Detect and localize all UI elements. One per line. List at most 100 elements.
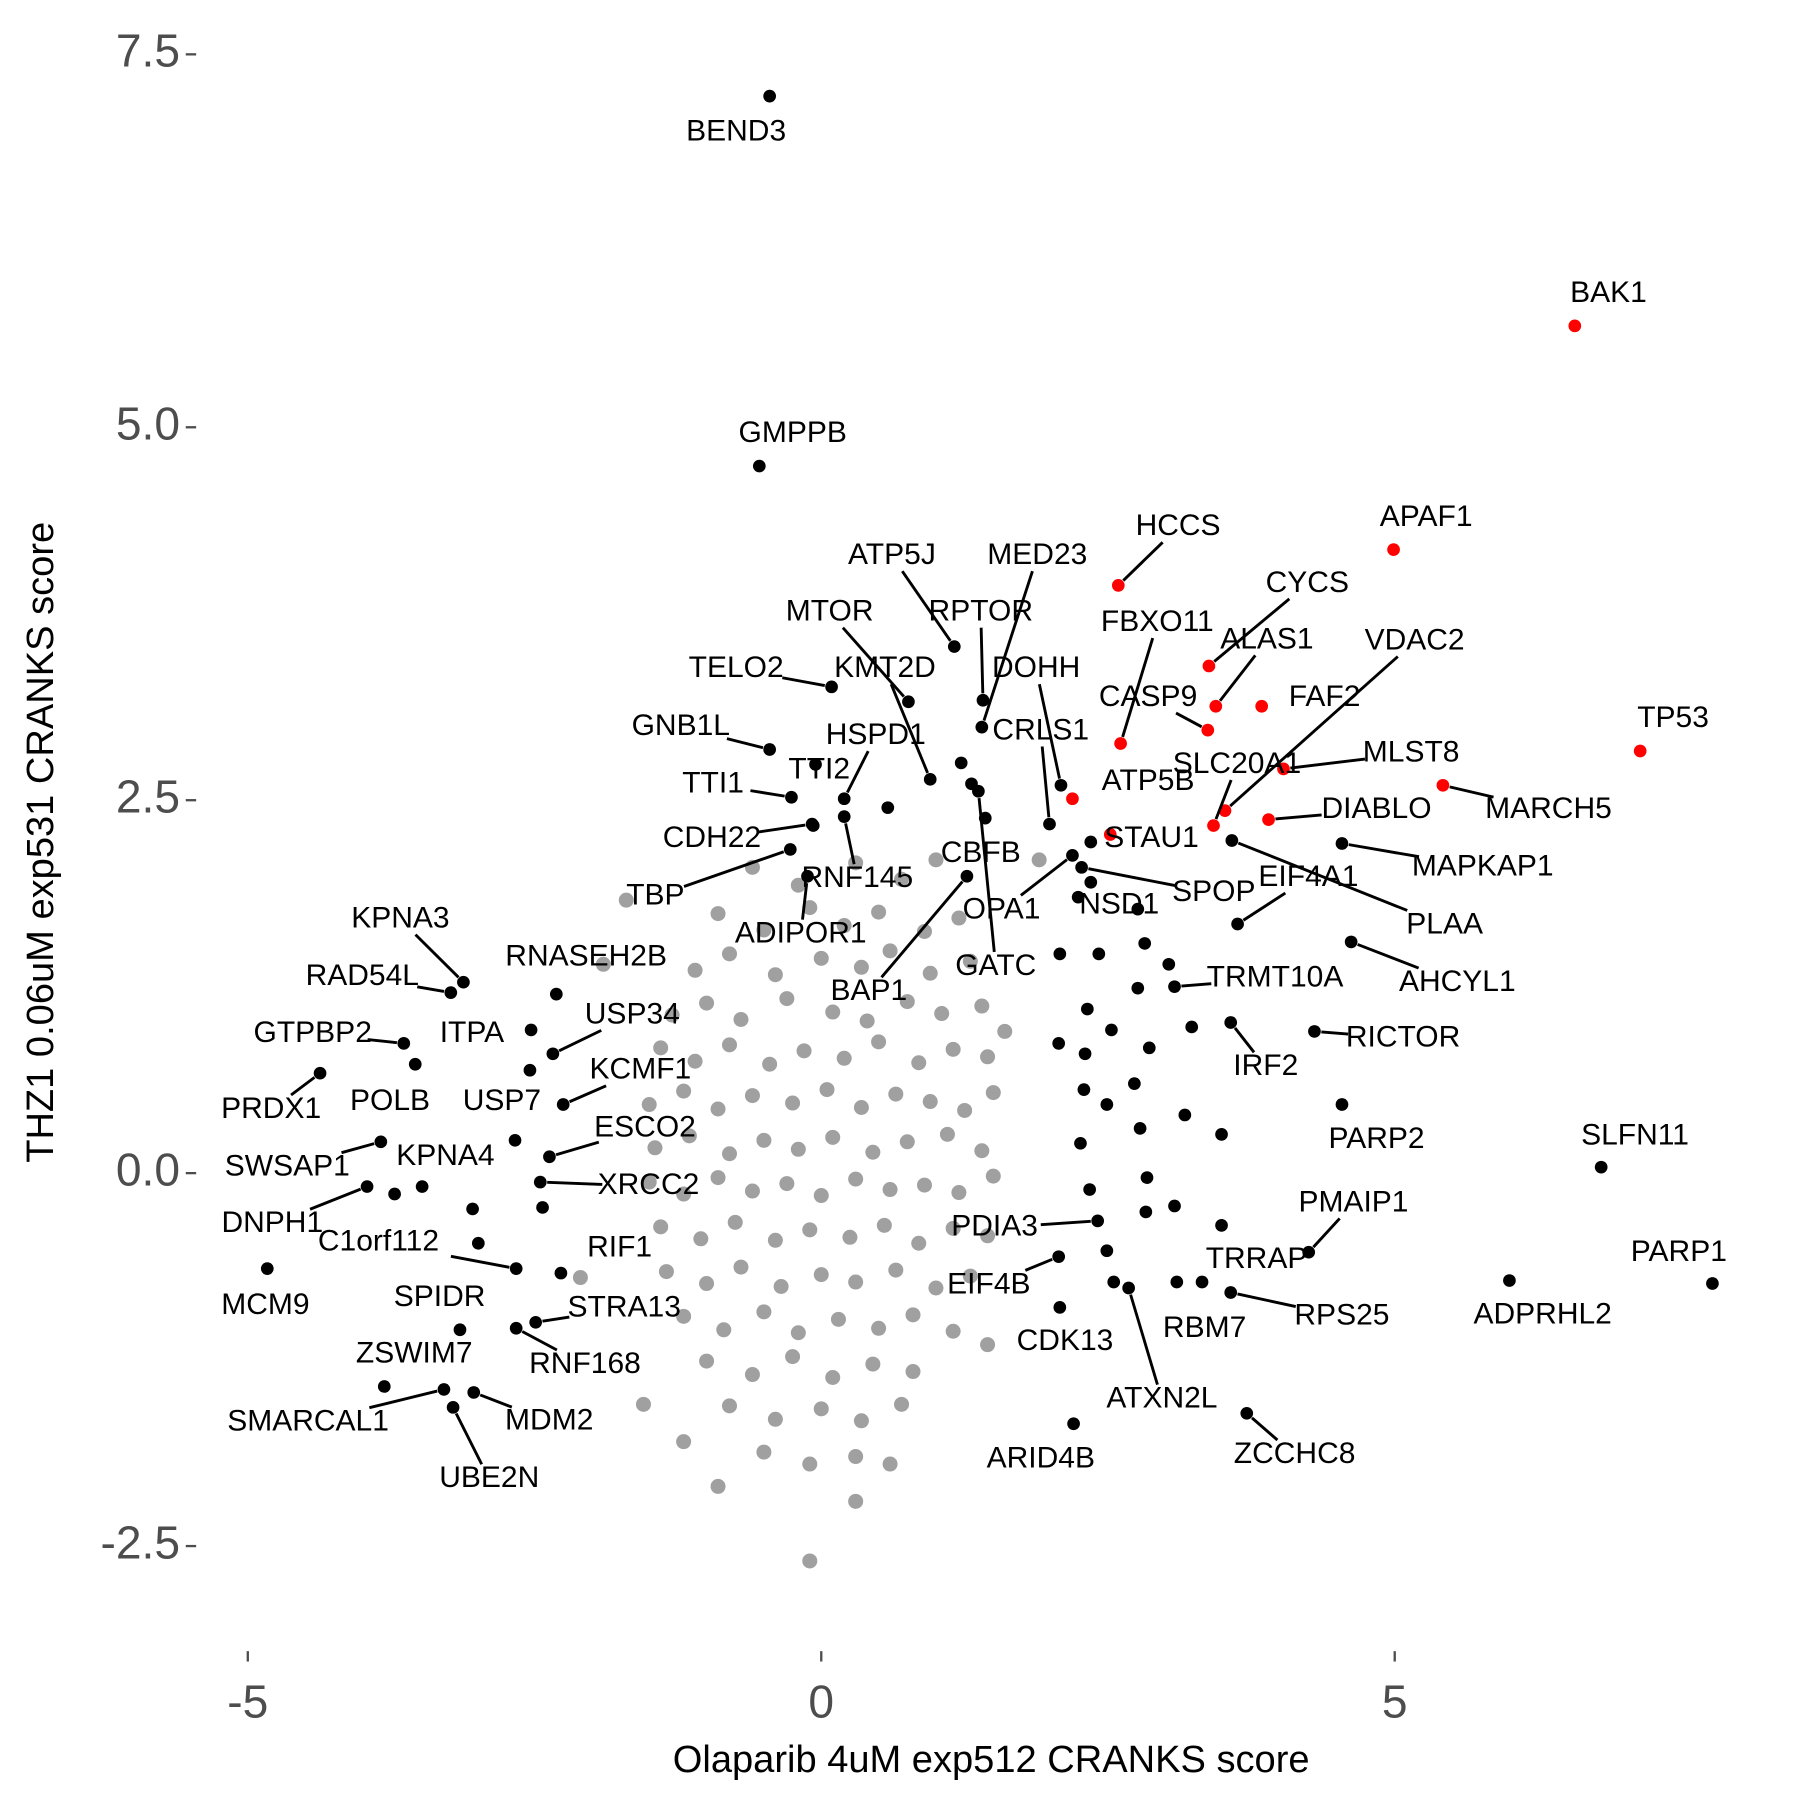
point xyxy=(934,1006,950,1022)
point xyxy=(962,1268,978,1284)
point xyxy=(1224,1286,1238,1299)
point xyxy=(1224,1016,1238,1029)
point-label: TRMT10A xyxy=(1207,960,1344,993)
point xyxy=(785,790,798,804)
point xyxy=(763,89,776,103)
point xyxy=(945,1220,961,1236)
point xyxy=(722,946,738,962)
point xyxy=(1568,319,1582,333)
leader-line xyxy=(1129,1294,1159,1386)
point xyxy=(408,1057,422,1071)
point xyxy=(1131,902,1145,916)
point-label: ATXN2L xyxy=(1106,1382,1217,1415)
leader-line xyxy=(1312,1217,1341,1249)
point xyxy=(1111,579,1125,592)
point xyxy=(1084,835,1098,849)
point xyxy=(911,1055,927,1071)
point xyxy=(848,1274,864,1290)
point xyxy=(457,975,470,989)
point xyxy=(1302,1245,1316,1259)
point xyxy=(756,922,772,938)
point xyxy=(825,1129,841,1145)
leader-line xyxy=(683,850,785,888)
point xyxy=(693,1231,709,1247)
point-label: ITPA xyxy=(440,1016,504,1049)
point-label: TRRAP xyxy=(1206,1242,1308,1275)
point xyxy=(911,1235,927,1251)
point xyxy=(1114,737,1127,750)
leader-line xyxy=(841,626,905,698)
point xyxy=(543,1150,556,1164)
point xyxy=(1387,543,1400,556)
point xyxy=(928,852,944,868)
point-label: SWSAP1 xyxy=(225,1150,350,1183)
point xyxy=(825,680,838,694)
point-label: RNF145 xyxy=(801,861,913,894)
point xyxy=(1140,1171,1154,1184)
point xyxy=(1170,1275,1184,1289)
point xyxy=(871,1034,887,1050)
point xyxy=(397,1037,411,1050)
point xyxy=(756,1304,772,1320)
point-label: MARCH5 xyxy=(1485,792,1612,825)
x-tick-label: 0 xyxy=(808,1676,834,1728)
leader-line xyxy=(1213,597,1291,663)
point xyxy=(641,1097,657,1113)
leader-line xyxy=(1237,1292,1297,1308)
point xyxy=(894,871,910,887)
point xyxy=(1503,1274,1516,1287)
point-label: HCCS xyxy=(1136,509,1221,542)
point xyxy=(1054,778,1068,792)
point xyxy=(733,1011,749,1027)
point xyxy=(830,1311,846,1327)
point xyxy=(1067,1417,1080,1431)
leader-line xyxy=(454,1412,483,1465)
leader-line xyxy=(1037,683,1061,779)
point xyxy=(1074,1136,1087,1150)
point xyxy=(779,1176,795,1192)
point xyxy=(471,1236,485,1250)
point-label: PARP2 xyxy=(1328,1122,1424,1155)
point xyxy=(529,1315,543,1329)
point xyxy=(524,1023,538,1037)
y-tick-label: 0.0 xyxy=(116,1143,180,1195)
point xyxy=(1277,762,1290,776)
point xyxy=(1071,890,1085,904)
leader-line xyxy=(1088,867,1177,888)
point xyxy=(767,967,783,983)
point xyxy=(1066,792,1079,806)
point-label: RICTOR xyxy=(1346,1020,1460,1053)
point xyxy=(653,1219,669,1235)
leader-line xyxy=(290,1076,316,1097)
point xyxy=(865,1356,881,1372)
point xyxy=(722,1146,738,1162)
point xyxy=(985,1085,1001,1101)
point-label: GATC xyxy=(955,949,1036,982)
point xyxy=(1052,1250,1066,1264)
point xyxy=(727,1214,743,1230)
point xyxy=(756,1132,772,1148)
leader-line xyxy=(1275,813,1322,821)
point xyxy=(658,1264,674,1280)
point xyxy=(951,1185,967,1201)
leader-line xyxy=(1348,843,1420,859)
point xyxy=(819,1082,835,1098)
point xyxy=(1107,1275,1121,1289)
point-label: ADPRHL2 xyxy=(1473,1297,1611,1330)
point-label: RNF168 xyxy=(529,1347,641,1380)
leader-line xyxy=(1175,711,1203,729)
point xyxy=(790,877,806,893)
point xyxy=(1131,981,1145,995)
point xyxy=(744,1367,760,1383)
point-label: MED23 xyxy=(987,538,1087,571)
point xyxy=(756,1444,772,1460)
point xyxy=(415,1180,429,1193)
point xyxy=(962,953,978,969)
point-label: CRLS1 xyxy=(992,713,1089,746)
leader-line xyxy=(979,627,985,694)
point xyxy=(546,1047,560,1061)
point xyxy=(905,1364,921,1380)
point xyxy=(1178,1108,1192,1122)
point-label: USP7 xyxy=(463,1084,541,1117)
point xyxy=(1335,1098,1349,1111)
